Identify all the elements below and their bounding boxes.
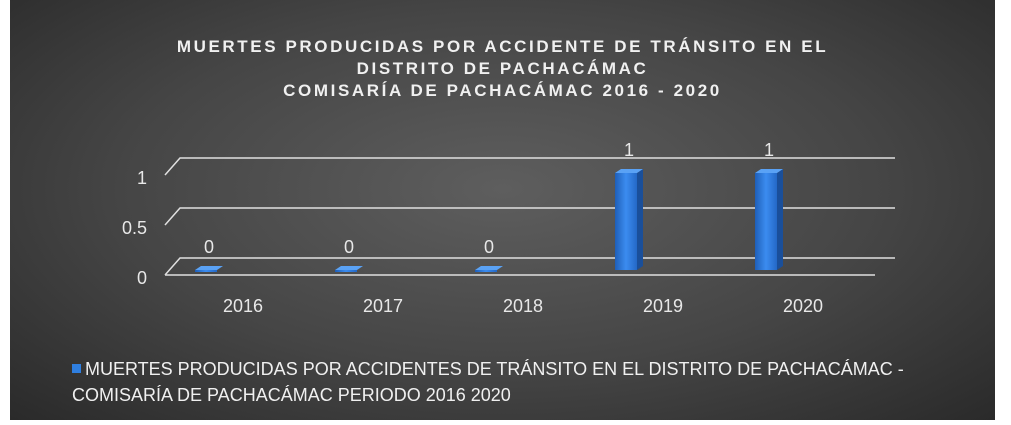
title-line: COMISARÍA DE PACHACÁMAC 2016 - 2020 bbox=[283, 81, 722, 100]
y-tick-label: 0.5 bbox=[122, 218, 147, 238]
y-tick-label: 1 bbox=[137, 168, 147, 188]
title-line: MUERTES PRODUCIDAS POR ACCIDENTE DE TRÁN… bbox=[176, 37, 829, 78]
bar bbox=[335, 270, 357, 272]
x-tick-label: 2016 bbox=[223, 296, 263, 316]
data-label: 1 bbox=[624, 140, 634, 160]
chart-title: MUERTES PRODUCIDAS POR ACCIDENTE DE TRÁN… bbox=[130, 36, 875, 102]
bar-top bbox=[755, 169, 783, 173]
chart: MUERTES PRODUCIDAS POR ACCIDENTE DE TRÁN… bbox=[10, 0, 995, 420]
bar-top bbox=[335, 266, 363, 270]
bar-side bbox=[637, 169, 643, 270]
bar-top bbox=[475, 266, 503, 270]
plot: 0 0.5 1 2016 0 2017 0 2018 0 2019 1 2020 1 bbox=[122, 140, 895, 316]
x-tick-label: 2017 bbox=[363, 296, 403, 316]
x-tick-label: 2018 bbox=[503, 296, 543, 316]
bar-side bbox=[777, 169, 783, 270]
grid-line bbox=[164, 207, 895, 226]
data-label: 0 bbox=[484, 237, 494, 257]
grid-line bbox=[164, 257, 895, 276]
bar-top bbox=[195, 266, 223, 270]
bar bbox=[755, 173, 777, 270]
grid-line bbox=[164, 157, 895, 176]
bar bbox=[475, 270, 497, 272]
x-tick-label: 2019 bbox=[643, 296, 683, 316]
data-label: 1 bbox=[764, 140, 774, 160]
bar bbox=[615, 173, 637, 270]
x-tick-label: 2020 bbox=[783, 296, 823, 316]
legend-label: MUERTES PRODUCIDAS POR ACCIDENTES DE TRÁ… bbox=[72, 359, 904, 405]
legend: MUERTES PRODUCIDAS POR ACCIDENTES DE TRÁ… bbox=[72, 356, 992, 408]
legend-key bbox=[72, 364, 81, 373]
y-tick-label: 0 bbox=[137, 268, 147, 288]
data-label: 0 bbox=[204, 237, 214, 257]
bar bbox=[195, 270, 217, 272]
data-label: 0 bbox=[344, 237, 354, 257]
bar-top bbox=[615, 169, 643, 173]
